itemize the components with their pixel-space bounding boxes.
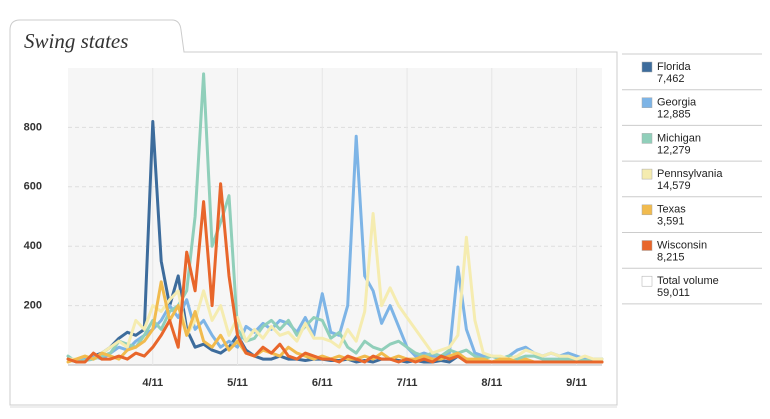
- legend-swatch: [641, 240, 653, 251]
- legend-total: 7,462: [657, 73, 685, 85]
- x-tick-label: 7/11: [397, 377, 418, 389]
- legend-name: Florida: [657, 61, 692, 73]
- legend-total: 12,279: [657, 144, 691, 156]
- x-tick-label: 6/11: [312, 377, 333, 389]
- x-tick-label: 8/11: [481, 377, 502, 389]
- chart-title: Swing states: [24, 29, 128, 53]
- legend-swatch: [641, 97, 653, 108]
- legend-swatch: [641, 275, 653, 287]
- x-tick-label: 9/11: [566, 377, 587, 389]
- legend-total: 59,011: [657, 287, 690, 299]
- legend-total: 8,215: [657, 251, 685, 263]
- legend-total: 12,885: [657, 109, 691, 121]
- legend-swatch: [641, 168, 653, 180]
- legend-swatch: [641, 204, 653, 216]
- legend-name: Georgia: [657, 97, 697, 109]
- legend-name: Michigan: [657, 132, 701, 144]
- y-tick-label: 600: [24, 181, 42, 193]
- legend-total: 3,591: [657, 216, 685, 228]
- plot-area: [68, 68, 602, 365]
- series-line: [66, 182, 604, 364]
- x-tick-label: 5/11: [227, 377, 248, 389]
- legend-swatch: [641, 61, 653, 73]
- legend-name: Texas: [657, 204, 686, 216]
- y-tick-label: 800: [24, 121, 42, 133]
- legend-name: Wisconsin: [657, 239, 707, 251]
- y-tick-label: 400: [24, 240, 42, 252]
- legend-name: Pennsylvania: [657, 168, 723, 180]
- legend-name: Total volume: [657, 275, 719, 287]
- legend-swatch: [641, 133, 653, 144]
- y-tick-label: 200: [24, 300, 42, 312]
- x-tick-label: 4/11: [142, 377, 163, 389]
- legend-total: 14,579: [657, 180, 691, 192]
